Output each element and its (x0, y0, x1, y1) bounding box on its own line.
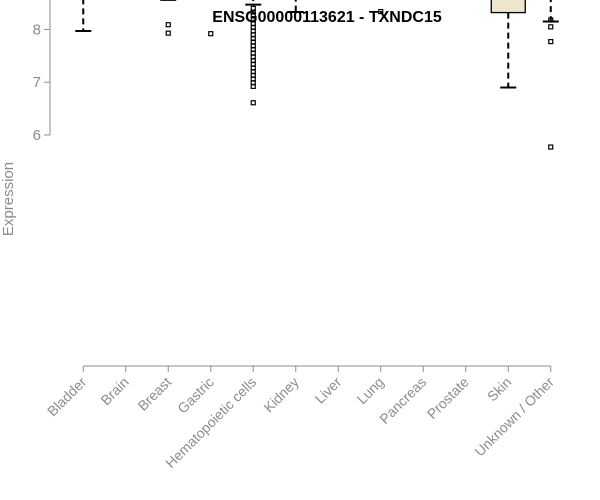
box-group (287, 0, 304, 14)
outlier-point (165, 22, 171, 28)
box-group (490, 0, 526, 89)
chart-title: ENSG00000113621 - TXNDC15 (212, 9, 442, 26)
y-axis-label: Expression (0, 162, 17, 236)
box-group (75, 0, 92, 33)
outlier-point (548, 144, 554, 150)
axes: 67891011BladderBrainBreastGastricHematop… (33, 0, 557, 471)
y-tick-label: 8 (33, 21, 41, 38)
box-group (208, 31, 214, 37)
x-tick-label: Kidney (260, 374, 302, 416)
iqr-box (490, 0, 526, 14)
box-group (378, 8, 384, 15)
outlier-point (250, 100, 256, 106)
outlier-point (548, 24, 554, 30)
x-tick-label: Skin (484, 374, 515, 405)
outlier-point (548, 38, 554, 45)
x-tick-label: Brain (97, 374, 131, 408)
outlier-point (250, 83, 256, 90)
box-group (160, 0, 177, 36)
box-group (542, 0, 559, 150)
outlier-point (208, 31, 214, 37)
x-tick-label: Liver (312, 374, 345, 407)
outlier-point (378, 8, 384, 15)
y-tick-label: 6 (33, 127, 41, 144)
x-tick-label: Pancreas (376, 374, 429, 427)
x-tick-label: Breast (134, 374, 174, 414)
x-tick-label: Unknown / Other (471, 374, 557, 460)
box-group (245, 0, 262, 106)
outlier-point (548, 17, 554, 23)
boxes (75, 0, 559, 150)
outlier-point (165, 30, 171, 36)
y-tick-label: 7 (33, 74, 41, 91)
x-tick-label: Prostate (424, 374, 472, 422)
x-tick-label: Bladder (44, 374, 90, 420)
x-tick-label: Lung (354, 374, 387, 407)
